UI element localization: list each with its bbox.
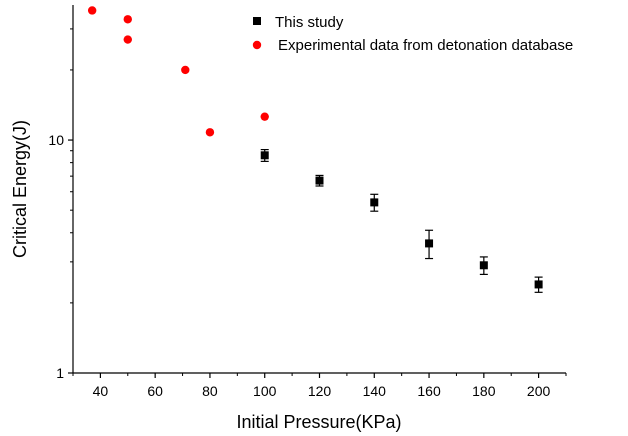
x-tick-label: 180 (472, 383, 496, 399)
data-point-this-study (260, 151, 269, 160)
data-point-experimental (123, 35, 132, 44)
legend-label-this-study: This study (275, 14, 344, 31)
legend-marker-experimental (252, 40, 262, 50)
data-point-this-study (425, 239, 434, 248)
data-point-experimental (181, 65, 190, 75)
x-tick-label: 40 (93, 383, 109, 399)
data-point-experimental (123, 15, 132, 24)
x-axis-ticks: 40 60 80 100 120 140 160 180 200 (72, 373, 567, 399)
legend-label-experimental: Experimental data from detonation databa… (278, 37, 573, 54)
x-tick-label: 60 (147, 383, 163, 399)
x-tick-label: 160 (417, 383, 441, 399)
data-point-experimental (260, 112, 269, 121)
y-axis-title: Critical Energy(J) (10, 120, 30, 258)
x-tick-label: 80 (202, 383, 218, 399)
data-point-this-study (479, 261, 488, 270)
series-layer (87, 6, 543, 293)
legend: This study Experimental data from detona… (252, 14, 573, 54)
x-tick-label: 100 (253, 383, 277, 399)
data-point-experimental (87, 6, 97, 15)
x-tick-label: 200 (527, 383, 551, 399)
plot-area (72, 5, 566, 374)
y-tick-label: 1 (56, 365, 64, 381)
x-tick-label: 140 (363, 383, 387, 399)
data-point-this-study (315, 176, 324, 185)
y-tick-label: 10 (48, 132, 64, 148)
data-point-this-study (370, 198, 379, 207)
legend-marker-this-study (253, 17, 261, 25)
y-axis-ticks: 1 10 (48, 28, 73, 381)
data-point-this-study (534, 280, 543, 289)
x-tick-label: 120 (308, 383, 332, 399)
x-axis-title: Initial Pressure(KPa) (236, 412, 401, 432)
data-point-experimental (205, 128, 215, 137)
